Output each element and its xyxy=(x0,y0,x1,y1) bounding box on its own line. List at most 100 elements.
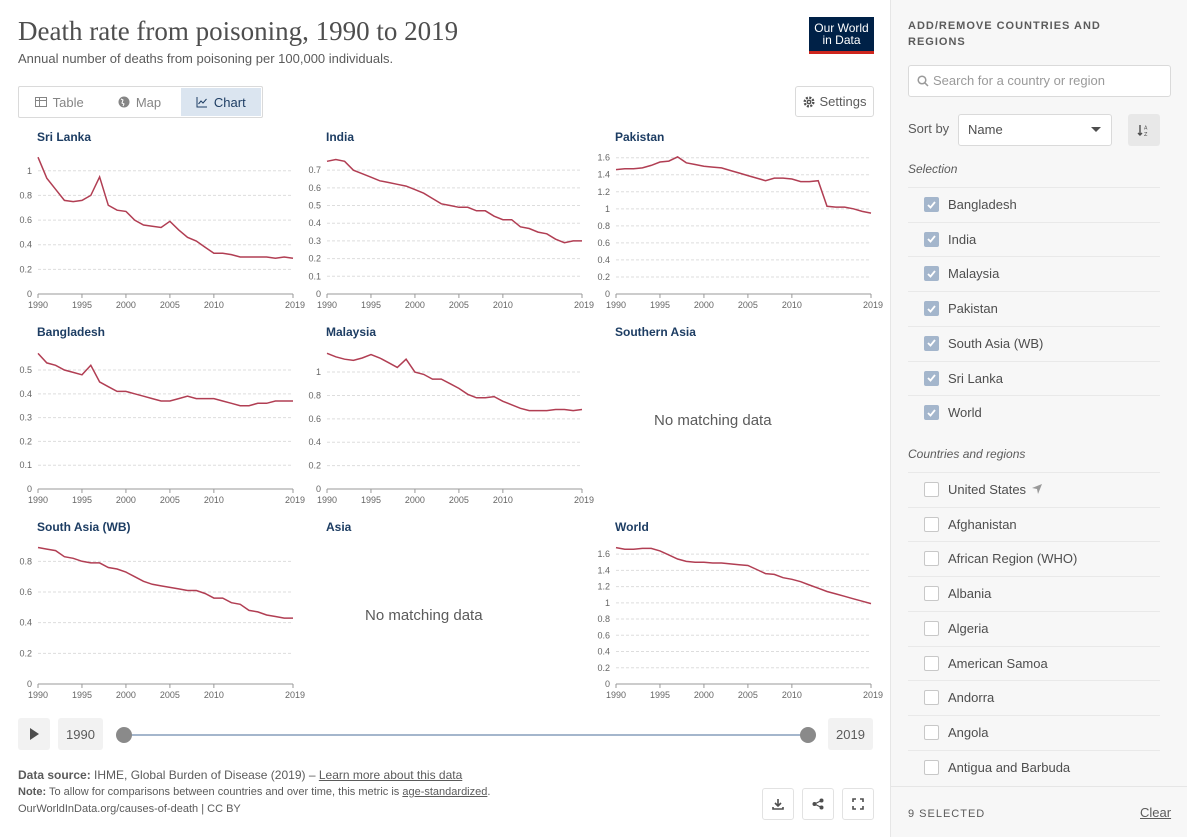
learn-more-link[interactable]: Learn more about this data xyxy=(318,768,463,782)
checkbox-checked[interactable] xyxy=(924,197,939,212)
gear-icon xyxy=(802,95,815,108)
checkbox-checked[interactable] xyxy=(924,231,939,247)
download-button[interactable] xyxy=(762,788,794,820)
series-line[interactable] xyxy=(326,352,583,412)
x-tick-label: 1995 xyxy=(361,300,381,310)
play-button[interactable] xyxy=(18,718,50,750)
y-tick-label: 0.1 xyxy=(19,460,32,470)
source-label: Data source: xyxy=(18,768,91,782)
x-tick-label: 2010 xyxy=(204,690,224,700)
checkbox-checked[interactable] xyxy=(924,301,939,317)
settings-button[interactable]: Settings xyxy=(795,86,874,117)
y-tick-label: 0.2 xyxy=(308,254,321,264)
x-tick-label: 2019 xyxy=(574,495,594,505)
checkbox-unchecked[interactable] xyxy=(924,724,939,740)
y-tick-label: 0.8 xyxy=(19,190,32,200)
checkbox-unchecked[interactable] xyxy=(924,690,939,706)
entity-item[interactable]: India xyxy=(908,221,1160,256)
check-icon xyxy=(927,200,936,209)
checkbox-unchecked[interactable] xyxy=(924,551,939,567)
checkbox-unchecked[interactable] xyxy=(924,655,939,671)
timeline-end-handle[interactable] xyxy=(800,727,816,743)
entity-item[interactable]: Algeria xyxy=(908,610,1160,645)
entity-item[interactable]: Afghanistan xyxy=(908,506,1160,541)
x-tick-label: 2010 xyxy=(493,495,513,505)
entity-item[interactable]: Sri Lanka xyxy=(908,360,1160,395)
entity-item[interactable]: World xyxy=(908,395,1160,429)
checkbox-checked[interactable] xyxy=(924,405,939,421)
sidebar-heading: ADD/REMOVE COUNTRIES AND REGIONS xyxy=(908,20,1101,48)
entity-item[interactable]: American Samoa xyxy=(908,645,1160,680)
series-line[interactable] xyxy=(326,158,582,244)
series-line[interactable] xyxy=(615,546,872,605)
y-tick-label: 0 xyxy=(27,679,32,689)
y-tick-label: 0.2 xyxy=(19,264,32,274)
entity-item[interactable]: Malaysia xyxy=(908,256,1160,290)
tab-chart[interactable]: Chart xyxy=(180,88,261,116)
x-tick-label: 2000 xyxy=(405,300,425,310)
entity-label: Bangladesh xyxy=(948,197,1017,212)
entity-item[interactable]: Antigua and Barbuda xyxy=(908,749,1160,784)
y-tick-label: 0.1 xyxy=(308,271,321,281)
credit: OurWorldInData.org/causes-of-death | CC … xyxy=(18,803,241,815)
series-line[interactable] xyxy=(37,352,293,407)
entity-item[interactable]: African Region (WHO) xyxy=(908,541,1160,575)
panel-bangladesh: Bangladesh 0 0.1 0.2 0.3 0.4 0.5 1990 1995 2000 20… xyxy=(18,325,305,505)
y-tick-label: 0.5 xyxy=(308,201,321,211)
timeline-track[interactable] xyxy=(124,734,808,736)
entity-item[interactable]: South Asia (WB) xyxy=(908,325,1160,360)
checkbox-checked[interactable] xyxy=(924,335,939,351)
age-standardized-link[interactable]: age-standardized xyxy=(402,786,488,798)
panel-chart-svg: 0 0.2 0.4 0.6 0.8 1 1.2 1.4 1.6 1990 1995 2000 2005 2… xyxy=(597,546,883,700)
note-text: To allow for comparisons between countri… xyxy=(48,786,400,798)
y-tick-label: 0.6 xyxy=(597,238,610,248)
clear-button[interactable]: Clear xyxy=(1140,805,1172,820)
series-line[interactable] xyxy=(615,156,872,214)
tab-table[interactable]: Table xyxy=(19,87,99,117)
entity-label: African Region (WHO) xyxy=(948,551,1078,567)
x-tick-label: 2000 xyxy=(405,495,425,505)
source-text: IHME, Global Burden of Disease (2019) – xyxy=(94,768,316,782)
x-tick-label: 2010 xyxy=(782,300,802,310)
series-line[interactable] xyxy=(37,156,294,260)
entity-item[interactable]: Albania xyxy=(908,576,1160,610)
search-input[interactable]: Search for a country or region xyxy=(908,65,1171,97)
entity-label: Angola xyxy=(948,724,989,740)
tab-map[interactable]: Map xyxy=(99,87,179,117)
chevron-down-icon xyxy=(1091,127,1101,132)
checkbox-unchecked[interactable] xyxy=(924,586,939,602)
entity-item[interactable]: Andorra xyxy=(908,680,1160,714)
entity-item[interactable]: Angola xyxy=(908,714,1160,749)
check-icon xyxy=(927,305,936,313)
x-tick-label: 1990 xyxy=(28,690,48,700)
entity-item[interactable]: Bangladesh xyxy=(908,187,1160,221)
y-tick-label: 1.4 xyxy=(597,170,610,180)
fullscreen-button[interactable] xyxy=(842,788,874,820)
checkbox-unchecked[interactable] xyxy=(924,482,939,497)
x-tick-label: 2019 xyxy=(285,300,305,310)
timeline-end-year[interactable]: 2019 xyxy=(828,718,873,750)
panel-chart-svg: 0 0.2 0.4 0.6 0.8 1 1990 1995 2000 2005 2010 2019 xyxy=(19,156,305,310)
panel-title: Bangladesh xyxy=(37,325,106,339)
entity-item[interactable]: Pakistan xyxy=(908,291,1160,325)
checkbox-unchecked[interactable] xyxy=(924,620,939,636)
series-line[interactable] xyxy=(37,546,293,619)
y-tick-label: 1.2 xyxy=(597,582,610,592)
x-tick-label: 2000 xyxy=(694,300,714,310)
checkbox-unchecked[interactable] xyxy=(924,759,939,775)
selected-count: 9 SELECTED xyxy=(908,808,986,820)
sort-value: Name xyxy=(968,122,1003,137)
x-tick-label: 2019 xyxy=(863,300,883,310)
checkbox-checked[interactable] xyxy=(924,266,939,282)
timeline-start-handle[interactable] xyxy=(116,727,132,743)
y-tick-label: 1.6 xyxy=(597,153,610,163)
entity-item[interactable]: United States xyxy=(908,472,1160,506)
checkbox-checked[interactable] xyxy=(924,370,939,386)
checkbox-unchecked[interactable] xyxy=(924,516,939,532)
sort-select[interactable]: Name xyxy=(958,114,1112,146)
share-button[interactable] xyxy=(802,788,834,820)
timeline-start-year[interactable]: 1990 xyxy=(58,718,103,750)
x-tick-label: 2000 xyxy=(116,300,136,310)
owid-logo[interactable]: Our World in Data xyxy=(809,17,874,54)
